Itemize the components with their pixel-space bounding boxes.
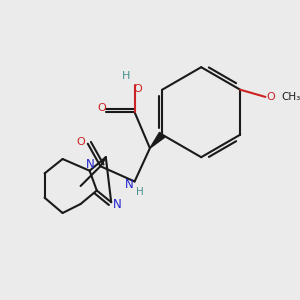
Text: H: H: [136, 187, 144, 197]
Text: CH₃: CH₃: [282, 92, 300, 102]
Text: O: O: [134, 84, 142, 94]
Text: O: O: [266, 92, 275, 102]
Text: O: O: [76, 137, 85, 147]
Polygon shape: [150, 132, 165, 148]
Text: O: O: [97, 103, 106, 113]
Text: N: N: [125, 178, 134, 191]
Text: N: N: [86, 158, 95, 171]
Text: H: H: [122, 71, 130, 81]
Text: N: N: [113, 197, 122, 211]
